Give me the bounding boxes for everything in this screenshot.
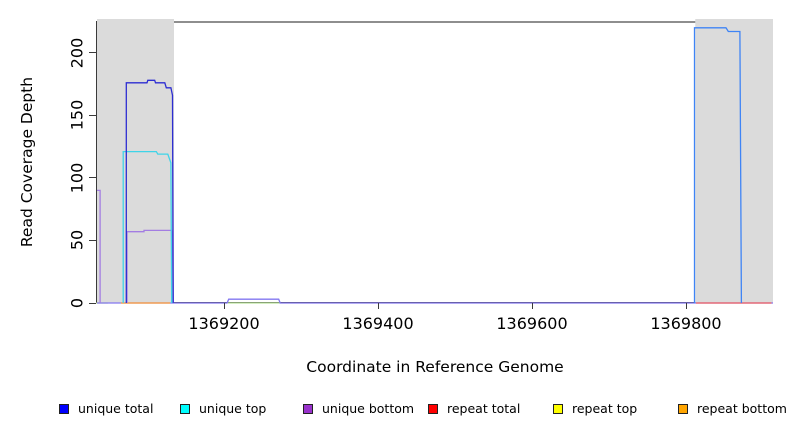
series-line-unique-bottom xyxy=(97,298,773,304)
y-axis-tick xyxy=(89,177,96,179)
y-axis-tick-label: 150 xyxy=(67,100,87,131)
repeat-region-box xyxy=(97,19,174,303)
series-line-unique-total xyxy=(125,79,174,304)
legend-swatch-repeat-total xyxy=(428,403,438,414)
legend-item-unique-total: unique total xyxy=(59,401,153,416)
legend-label: repeat total xyxy=(447,401,521,416)
repeat-region-box xyxy=(695,19,773,303)
y-axis-line xyxy=(96,21,97,303)
legend-swatch-repeat-bottom xyxy=(678,403,688,414)
x-axis-tick-label: 1369200 xyxy=(188,314,260,333)
y-axis-tick xyxy=(89,114,96,116)
plot-area xyxy=(96,19,773,304)
y-axis-tick-label: 200 xyxy=(67,37,87,69)
x-axis-tick xyxy=(378,303,380,309)
x-axis-tick-label: 1369800 xyxy=(650,314,722,333)
x-axis-tick xyxy=(532,303,533,309)
y-axis-tick xyxy=(89,302,96,304)
y-axis-title: Read Coverage Depth xyxy=(18,76,36,248)
legend-swatch-unique-top xyxy=(180,403,190,414)
y-axis-tick-label: 50 xyxy=(67,230,87,251)
x-axis-tick-label: 1369600 xyxy=(496,314,568,333)
legend-label: unique bottom xyxy=(322,401,415,416)
y-axis-tick-label: 0 xyxy=(67,297,87,309)
legend-swatch-unique-bottom xyxy=(303,403,313,414)
y-axis-tick-label: 100 xyxy=(67,162,87,194)
y-axis-tick xyxy=(89,239,96,241)
legend-label: repeat top xyxy=(572,401,638,416)
legend-item-repeat-top: repeat top xyxy=(553,401,637,416)
legend-label: unique top xyxy=(199,401,267,416)
legend-label: repeat bottom xyxy=(697,401,787,416)
legend-item-repeat-total: repeat total xyxy=(428,401,520,416)
y-axis-tick xyxy=(89,52,96,54)
legend-label: unique total xyxy=(78,401,154,416)
legend-item-unique-bottom: unique bottom xyxy=(303,401,414,416)
x-axis-tick-label: 1369400 xyxy=(342,314,414,333)
legend-item-unique-top: unique top xyxy=(180,401,266,416)
series-line-unique-bottom xyxy=(97,189,101,303)
series-line-unique-top xyxy=(122,150,173,304)
legend-swatch-repeat-top xyxy=(553,403,563,414)
legend-swatch-unique-total xyxy=(59,403,69,414)
x-axis-title: Coordinate in Reference Genome xyxy=(306,358,564,376)
plot-panel-top-border xyxy=(97,21,773,23)
legend-item-repeat-bottom: repeat bottom xyxy=(678,401,787,416)
x-axis-tick xyxy=(224,303,226,309)
series-line-unique-total xyxy=(693,27,743,304)
x-axis-tick xyxy=(685,303,687,309)
